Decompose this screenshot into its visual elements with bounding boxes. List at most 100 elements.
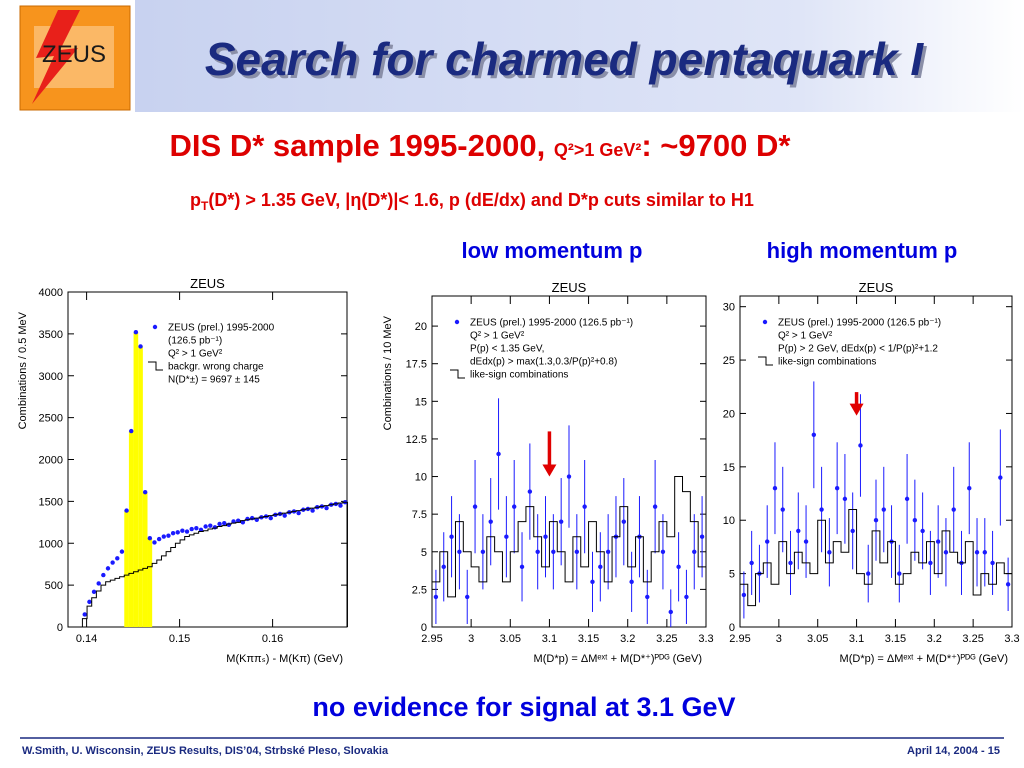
data-point xyxy=(974,550,980,555)
x-axis-label: M(D*p) = ΔMᵉˣᵗ + M(D*⁺)ᴾᴰᴳ (GeV) xyxy=(534,653,702,665)
data-point xyxy=(935,539,941,544)
signal-shade xyxy=(138,346,143,627)
y-tick-label: 30 xyxy=(723,302,735,314)
data-point xyxy=(866,571,871,576)
y-axis-label: Combinations / 10 MeV xyxy=(382,315,394,430)
data-point xyxy=(198,527,204,533)
cuts: pT(D*) > 1.35 GeV, |η(D*)|< 1.6, p (dE/d… xyxy=(190,190,754,213)
y-tick-label: 5 xyxy=(729,569,735,581)
data-point xyxy=(249,515,255,521)
y-tick-label: 20 xyxy=(723,408,735,420)
data-point xyxy=(105,566,111,571)
arrow-head xyxy=(849,403,864,416)
data-point xyxy=(897,571,902,576)
data-point xyxy=(496,451,501,457)
y-tick-label: 25 xyxy=(723,355,735,367)
plot-title: ZEUS xyxy=(190,276,225,291)
y-tick-label: 0 xyxy=(421,622,427,634)
data-point xyxy=(943,550,949,555)
data-point xyxy=(504,534,509,539)
data-point xyxy=(904,496,910,502)
y-tick-label: 15 xyxy=(415,396,427,408)
step-histogram xyxy=(431,476,707,627)
y-tick-label: 3500 xyxy=(39,329,63,341)
data-point xyxy=(101,572,106,578)
plot: ZEUS 0 5 10 15 20 25 30 2.95 3 3.05 3.1 3.15 3.2 3.25 3… xyxy=(723,280,1020,665)
conclusion: no evidence for signal at 3.1 GeV xyxy=(312,692,735,722)
legend-text: N(D*±) = 9697 ± 145 xyxy=(168,375,260,386)
x-tick-label: 3.2 xyxy=(927,633,942,645)
data-point xyxy=(115,556,120,561)
data-point xyxy=(110,560,115,565)
data-point xyxy=(765,539,770,544)
x-tick-label: 3.05 xyxy=(807,633,828,645)
data-point xyxy=(208,523,213,528)
signal-shade xyxy=(147,538,153,627)
data-point xyxy=(967,485,972,491)
data-point xyxy=(156,536,162,542)
signal-shade xyxy=(128,431,134,627)
subtitle-part: DIS D* sample 1995-2000, xyxy=(170,128,554,163)
plots: ZEUS050010001500200025003000350040000.14… xyxy=(17,276,1020,665)
data-point xyxy=(990,560,995,566)
data-point xyxy=(180,528,185,533)
data-point xyxy=(480,549,486,554)
data-point xyxy=(512,504,517,509)
x-tick-label: 0.16 xyxy=(262,633,283,645)
data-point xyxy=(449,534,454,539)
data-point xyxy=(175,530,180,535)
data-point xyxy=(119,549,125,554)
data-point xyxy=(676,564,681,570)
data-point xyxy=(472,504,478,509)
y-tick-label: 4000 xyxy=(39,287,63,299)
data-point xyxy=(780,507,785,512)
x-tick-label: 2.95 xyxy=(729,633,750,645)
data-point xyxy=(788,560,793,566)
data-point xyxy=(652,504,658,509)
data-point xyxy=(82,612,87,617)
data-point xyxy=(920,528,925,534)
data-point xyxy=(692,549,697,554)
data-point xyxy=(338,503,343,508)
logo-text: ZEUS xyxy=(42,41,106,68)
data-point xyxy=(194,525,199,531)
legend-text: Q² > 1 GeV² xyxy=(168,349,223,360)
data-point xyxy=(465,594,470,600)
plot-frame xyxy=(739,295,1013,628)
data-point xyxy=(796,528,801,534)
signal-shade xyxy=(124,510,129,627)
data-point xyxy=(161,534,166,539)
data-point xyxy=(457,549,462,554)
data-point xyxy=(684,594,689,600)
data-point xyxy=(912,518,918,523)
y-tick-label: 3000 xyxy=(39,371,63,383)
footer-right: April 14, 2004 - 15 xyxy=(907,745,1000,757)
x-tick-label: 3 xyxy=(468,633,474,645)
legend-marker xyxy=(762,319,768,325)
title-shadow: Search for charmed pentaquark I xyxy=(208,36,928,88)
data-point xyxy=(998,475,1003,480)
data-point xyxy=(982,550,987,555)
data-point xyxy=(133,330,139,335)
x-axis-label: M(D*p) = ΔMᵉˣᵗ + M(D*⁺)ᴾᴰᴳ (GeV) xyxy=(840,653,1008,665)
data-point xyxy=(881,507,886,512)
data-point xyxy=(189,526,194,532)
data-point xyxy=(834,485,840,491)
data-point xyxy=(184,529,190,534)
data-point xyxy=(543,534,548,539)
y-tick-label: 0 xyxy=(57,622,63,634)
subtitle-part: Q²>1 GeV² xyxy=(554,140,642,160)
data-point xyxy=(124,508,129,513)
data-point xyxy=(129,428,134,434)
data-point xyxy=(660,549,666,554)
data-point xyxy=(527,489,533,494)
data-point xyxy=(441,564,446,570)
data-point xyxy=(222,520,227,526)
x-tick-label: 3.25 xyxy=(962,633,983,645)
data-point xyxy=(217,521,222,527)
legend-marker xyxy=(148,361,163,371)
legend-text: ZEUS (prel.) 1995-2000 (126.5 pb⁻¹) xyxy=(470,318,633,329)
plot: ZEUS 0 500 1000 1500 2000 2500 3000 3500 4000 0.14… xyxy=(17,276,348,665)
x-tick-label: 2.95 xyxy=(421,633,442,645)
x-tick-label: 3.05 xyxy=(500,633,521,645)
